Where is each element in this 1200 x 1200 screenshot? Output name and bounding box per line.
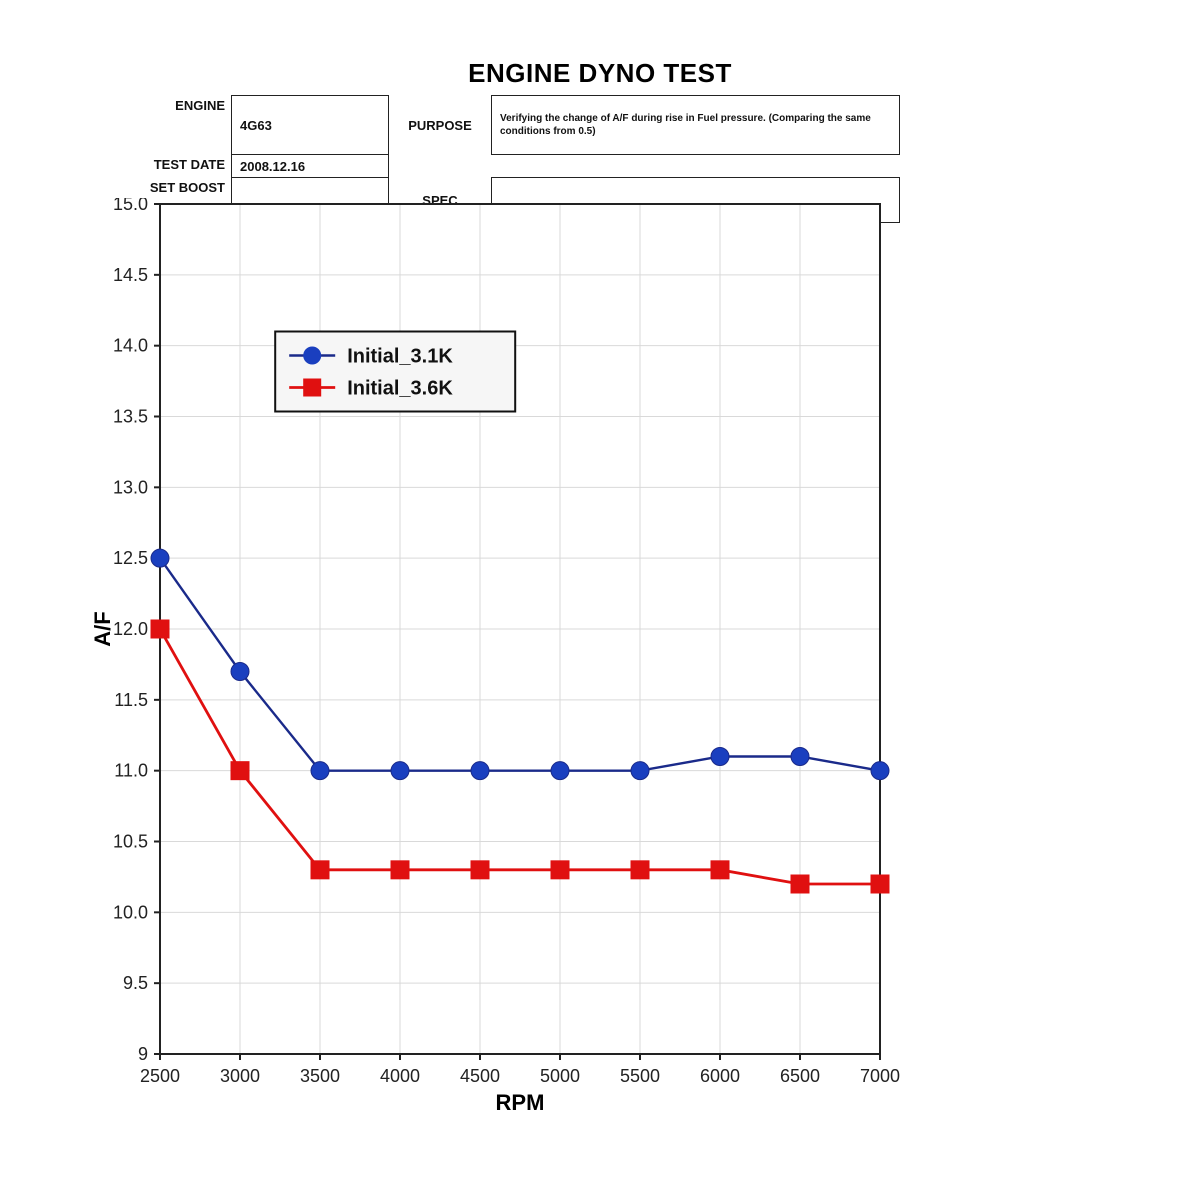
- svg-text:5500: 5500: [620, 1066, 660, 1086]
- svg-text:4500: 4500: [460, 1066, 500, 1086]
- svg-text:2500: 2500: [140, 1066, 180, 1086]
- engine-value: 4G63: [231, 95, 389, 155]
- svg-text:14.5: 14.5: [113, 265, 148, 285]
- svg-text:6500: 6500: [780, 1066, 820, 1086]
- svg-text:10.5: 10.5: [113, 832, 148, 852]
- svg-text:9: 9: [138, 1044, 148, 1064]
- svg-text:10.0: 10.0: [113, 902, 148, 922]
- page: ENGINE DYNO TEST ENGINE 4G63 PURPOSE Ver…: [0, 0, 1200, 1200]
- svg-text:Initial_3.1K: Initial_3.1K: [347, 346, 453, 368]
- svg-text:15.0: 15.0: [113, 198, 148, 214]
- svg-text:Initial_3.6K: Initial_3.6K: [347, 378, 453, 400]
- svg-text:A/F: A/F: [90, 611, 115, 646]
- svg-text:5000: 5000: [540, 1066, 580, 1086]
- svg-text:9.5: 9.5: [123, 973, 148, 993]
- svg-text:14.0: 14.0: [113, 336, 148, 356]
- chart: 9 9.5 10.0 10.5 11.0 11.5 12.0 12.5 13.0 13.5 14.0…: [90, 198, 930, 1118]
- svg-text:7000: 7000: [860, 1066, 900, 1086]
- svg-text:RPM: RPM: [496, 1090, 545, 1115]
- svg-text:4000: 4000: [380, 1066, 420, 1086]
- svg-text:13.0: 13.0: [113, 477, 148, 497]
- svg-text:6000: 6000: [700, 1066, 740, 1086]
- svg-text:12.5: 12.5: [113, 548, 148, 568]
- svg-text:11.0: 11.0: [114, 761, 148, 781]
- date-value: 2008.12.16: [231, 154, 389, 178]
- chart-svg: 9 9.5 10.0 10.5 11.0 11.5 12.0 12.5 13.0 13.5 14.0…: [90, 198, 900, 1118]
- date-label: TEST DATE: [105, 154, 231, 178]
- svg-text:12.0: 12.0: [113, 619, 148, 639]
- purpose-label: PURPOSE: [389, 115, 491, 136]
- svg-text:13.5: 13.5: [113, 407, 148, 427]
- svg-text:11.5: 11.5: [114, 690, 148, 710]
- svg-text:3500: 3500: [300, 1066, 340, 1086]
- chart-title: ENGINE DYNO TEST: [0, 58, 1200, 89]
- purpose-value: Verifying the change of A/F during rise …: [491, 95, 900, 155]
- engine-label: ENGINE: [105, 95, 231, 155]
- svg-text:3000: 3000: [220, 1066, 260, 1086]
